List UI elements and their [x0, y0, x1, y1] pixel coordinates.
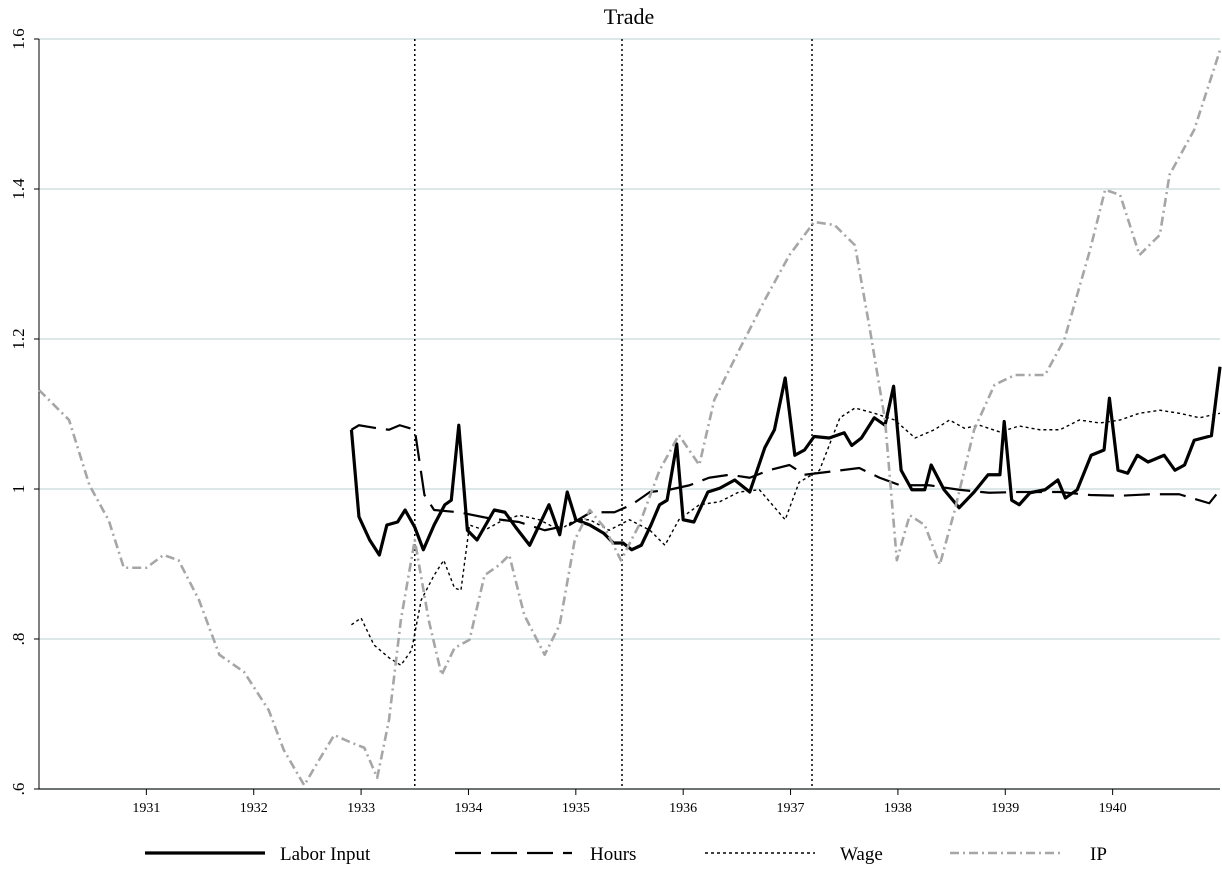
x-tick-label: 1935	[562, 801, 590, 816]
y-tick-label: 1.2	[9, 328, 28, 349]
x-tick-label: 1933	[347, 801, 375, 816]
x-tick-label: 1934	[454, 801, 482, 816]
legend-label: Hours	[590, 844, 636, 865]
y-tick-label: 1.4	[9, 178, 28, 200]
legend-label: Labor Input	[280, 844, 371, 865]
x-tick-label: 1940	[1099, 801, 1127, 816]
y-tick-label: .6	[9, 783, 28, 796]
x-tick-label: 1937	[777, 801, 805, 816]
x-tick-label: 1939	[991, 801, 1019, 816]
series-line	[351, 407, 1221, 666]
series-line	[38, 49, 1222, 787]
y-tick-label: .8	[9, 633, 28, 646]
y-tick-label: 1	[9, 485, 28, 494]
series-line	[349, 366, 1222, 557]
legend-label: Wage	[840, 844, 883, 865]
y-tick-label: 1.6	[9, 28, 28, 49]
x-tick-label: 1931	[132, 801, 160, 816]
x-tick-label: 1936	[669, 801, 697, 816]
legend-label: IP	[1090, 844, 1107, 865]
chart-title: Trade	[604, 4, 655, 29]
series-line	[350, 424, 1221, 532]
x-tick-label: 1932	[240, 801, 268, 816]
x-tick-label: 1938	[884, 801, 912, 816]
